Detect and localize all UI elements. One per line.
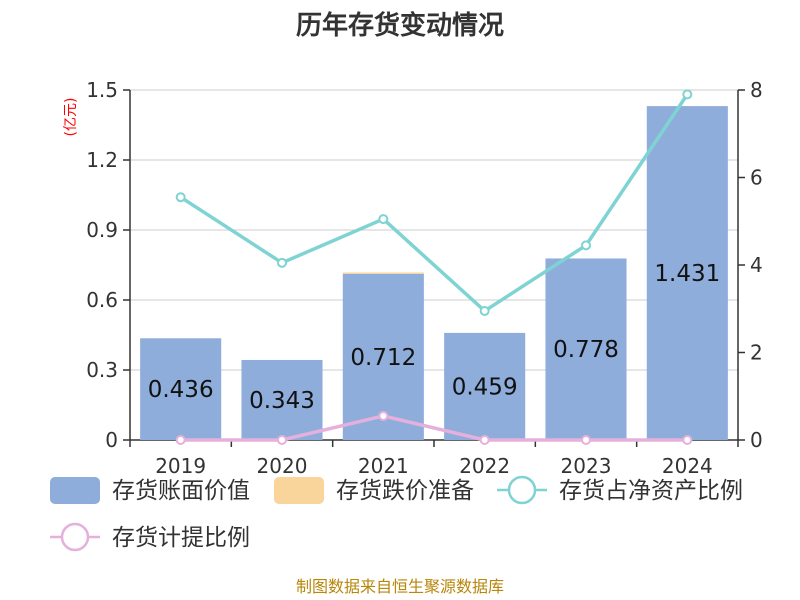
- x-tick-label: 2019: [155, 454, 206, 478]
- line-point: [479, 435, 490, 445]
- chart-title: 历年存货变动情况: [296, 10, 504, 41]
- line-provision-ratio: [180, 414, 688, 442]
- legend-swatch: [274, 477, 324, 504]
- line-net-asset-ratio: [179, 93, 689, 314]
- x-tick-label: 2021: [358, 454, 409, 478]
- data-source-note: 制图数据来自恒生聚源数据库: [296, 577, 504, 596]
- line-point: [175, 435, 186, 445]
- axes: 0 0.3 0.6 0.9 1.2 1.5 0 2 4 6 8 2019 2020 2021 2022 202…: [86, 78, 763, 478]
- legend-label: 存货跌价准备: [336, 478, 474, 504]
- bar-data-label: 0.343: [249, 388, 315, 414]
- bar-book-value: [444, 332, 526, 440]
- bar-data-labels: 0.436 0.343 0.712 0.459 0.778 1.431: [148, 261, 721, 414]
- y-right-tick-label: 4: [750, 253, 763, 277]
- line-point: [378, 410, 389, 421]
- bar-series: [140, 106, 728, 440]
- line-point: [378, 214, 389, 225]
- bar-data-label: 1.431: [654, 261, 720, 287]
- bar-data-label: 0.712: [350, 345, 416, 371]
- y-right-tick-label: 6: [750, 166, 763, 190]
- y-left-tick-label: 1.2: [86, 148, 118, 172]
- legend-label: 存货计提比例: [112, 525, 250, 551]
- bar-data-label: 0.459: [452, 374, 518, 400]
- bar-data-label: 0.436: [148, 377, 214, 403]
- x-tick-label: 2022: [459, 454, 510, 478]
- x-tick-label: 2023: [561, 454, 612, 478]
- bar-provision: [342, 272, 424, 274]
- legend-label: 存货账面价值: [112, 478, 250, 504]
- y-left-tick-label: 0.6: [86, 288, 118, 312]
- y-left-tick-label: 0.3: [86, 358, 118, 382]
- y-right-tick-label: 8: [750, 78, 763, 102]
- legend-swatch: [50, 477, 100, 504]
- bar-data-label: 0.778: [553, 337, 619, 363]
- y-right-tick-label: 2: [750, 341, 763, 365]
- line-point: [277, 435, 287, 445]
- line-point: [581, 240, 591, 251]
- legend-label: 存货占净资产比例: [559, 478, 743, 504]
- bar-book-value: [140, 338, 222, 440]
- line-point: [682, 435, 693, 445]
- line-point: [581, 435, 591, 445]
- legend-marker: [60, 522, 90, 552]
- bar-book-value: [241, 359, 323, 440]
- line-series: [175, 89, 693, 445]
- line-point: [175, 192, 186, 203]
- y-left-tick-label: 0: [105, 428, 118, 452]
- bar-book-value: [646, 106, 728, 440]
- legend-item-book-value[interactable]: 存货账面价值: [50, 477, 250, 504]
- legend-item-provision[interactable]: 存货跌价准备: [274, 477, 474, 504]
- line-point: [682, 89, 693, 100]
- y-left-tick-label: 1.5: [86, 78, 118, 102]
- legend-item-provision-ratio[interactable]: 存货计提比例: [50, 522, 250, 552]
- bar-book-value: [545, 258, 627, 440]
- line-point: [479, 305, 490, 316]
- x-tick-label: 2024: [662, 454, 713, 478]
- y-axis-unit-label: (亿元): [63, 98, 79, 137]
- legend-marker: [507, 475, 537, 505]
- y-right-tick-label: 0: [750, 428, 763, 452]
- line-point: [277, 257, 287, 268]
- y-left-tick-label: 0.9: [86, 218, 118, 242]
- legend-item-net-asset-ratio[interactable]: 存货占净资产比例: [497, 475, 743, 505]
- x-tick-label: 2020: [257, 454, 308, 478]
